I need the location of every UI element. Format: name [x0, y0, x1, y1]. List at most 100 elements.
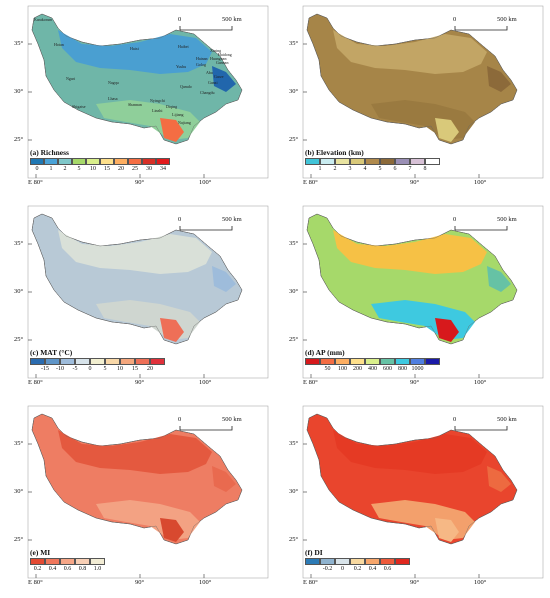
place-name: Yushu — [176, 64, 187, 69]
place-name: Aba — [206, 70, 213, 75]
place-name: Garze — [214, 74, 224, 79]
plateau-border — [31, 213, 243, 345]
plateau-border — [31, 413, 243, 545]
scale-distance: 500 km — [222, 216, 242, 223]
hotspot-region — [160, 318, 184, 342]
lat-label: 25° — [289, 336, 299, 343]
lat-label: 35° — [289, 440, 299, 447]
legend-swatch — [410, 158, 425, 165]
plateau-border — [31, 13, 243, 145]
lon-label: E 80° — [303, 579, 318, 586]
legend-swatch — [75, 358, 90, 365]
scale-bar — [179, 26, 233, 31]
legend-swatch — [142, 158, 156, 165]
scale-bar — [454, 226, 508, 231]
legend-swatch — [320, 358, 335, 365]
lon-label: 100° — [199, 379, 212, 386]
legend-labels-a: 0 1 2 5 10 15 20 25 30 34 — [30, 166, 170, 174]
east-region — [212, 266, 236, 292]
legend-swatch — [335, 358, 350, 365]
legend-label: 8 — [423, 166, 427, 172]
legend-label: 1.0 — [93, 566, 102, 572]
place-name: Nyingchi — [150, 98, 165, 103]
lon-label: 100° — [474, 179, 487, 186]
legend-labels-e: 0.2 0.4 0.6 0.8 1.0 — [30, 566, 105, 574]
place-name: Ngari — [66, 76, 76, 81]
legend-swatch — [60, 558, 75, 565]
map-panel-c: 35° 30° 25° E 80° 90° 100° 0 500 km (c) MAT (°C)… — [0, 200, 275, 398]
legend-swatch — [120, 358, 135, 365]
legend-label: -10 — [56, 366, 64, 372]
place-name: Shigatse — [72, 104, 86, 109]
panel-title-e: (e) MI — [30, 548, 51, 557]
legend-labels-b: 1 2 3 4 5 6 7 8 — [305, 166, 440, 174]
legend-d — [305, 358, 440, 365]
legend-label: 2 — [63, 166, 67, 172]
lon-label: E 80° — [303, 379, 318, 386]
map-panel-f: 35° 30° 25° E 80° 90° 100° 0 500 km (f) DI -0.2 0 0… — [275, 400, 550, 598]
lon-label: 90° — [410, 579, 420, 586]
legend-label: 34 — [160, 166, 166, 172]
scale-zero: 0 — [453, 16, 457, 23]
legend-label: 600 — [383, 366, 392, 372]
legend-e — [30, 558, 105, 565]
legend-swatch — [350, 358, 365, 365]
map-panel-e: 35° 30° 25° E 80° 90° 100° 0 500 km (e) MI 0.2 0.4… — [0, 400, 275, 598]
legend-swatch — [350, 558, 365, 565]
legend-swatch — [100, 158, 114, 165]
lat-label: 25° — [14, 136, 24, 143]
legend-swatch — [45, 558, 60, 565]
north-region — [333, 30, 487, 74]
legend-label: -15 — [41, 366, 49, 372]
place-name: Linzhi — [152, 108, 163, 113]
legend-b — [305, 158, 440, 165]
legend-label: 2 — [333, 166, 337, 172]
scale-bar — [454, 26, 508, 31]
legend-swatch — [30, 158, 44, 165]
legend-label: 0.6 — [63, 566, 72, 572]
lon-label: 90° — [135, 179, 145, 186]
legend-swatch — [425, 158, 440, 165]
north-region — [58, 30, 212, 74]
legend-label: 6 — [393, 166, 397, 172]
east-region — [487, 66, 511, 92]
legend-label: 0.8 — [78, 566, 87, 572]
place-name: Haixi — [130, 46, 139, 51]
legend-label: 200 — [353, 366, 362, 372]
legend-swatch — [30, 558, 45, 565]
panel-title-f: (f) DI — [305, 548, 323, 557]
east-region — [212, 466, 236, 492]
legend-label: 0.2 — [353, 566, 362, 572]
legend-swatch — [45, 358, 60, 365]
lon-label: E 80° — [28, 179, 43, 186]
place-name: Huangnan — [210, 56, 227, 61]
lon-label: 100° — [474, 379, 487, 386]
legend-swatch — [58, 158, 72, 165]
legend-swatch — [72, 158, 86, 165]
legend-swatch — [320, 558, 335, 565]
place-name: Xining — [210, 48, 222, 53]
legend-swatch — [114, 158, 128, 165]
place-name: Hainan — [196, 56, 208, 61]
lat-label: 30° — [289, 288, 299, 295]
legend-label: 5 — [103, 366, 107, 372]
legend-f — [305, 558, 410, 565]
hotspot-region — [435, 318, 459, 342]
legend-a — [30, 158, 170, 165]
lat-label: 35° — [14, 440, 24, 447]
legend-swatch — [395, 358, 410, 365]
legend-swatch — [156, 158, 170, 165]
scale-zero: 0 — [178, 216, 182, 223]
lon-label: 100° — [474, 579, 487, 586]
scale-bar — [179, 426, 233, 431]
lon-label: 90° — [135, 379, 145, 386]
legend-swatch — [305, 158, 320, 165]
legend-swatch — [75, 558, 90, 565]
map-svg-d — [302, 205, 544, 379]
map-panel-b: 35° 30° 25° E 80° 90° 100° 0 500 km (b) Elevatio… — [275, 0, 550, 198]
scale-distance: 500 km — [497, 416, 517, 423]
legend-label: 4 — [363, 166, 367, 172]
legend-label: 10 — [90, 166, 96, 172]
legend-swatch — [335, 158, 350, 165]
legend-label: 25 — [132, 166, 138, 172]
